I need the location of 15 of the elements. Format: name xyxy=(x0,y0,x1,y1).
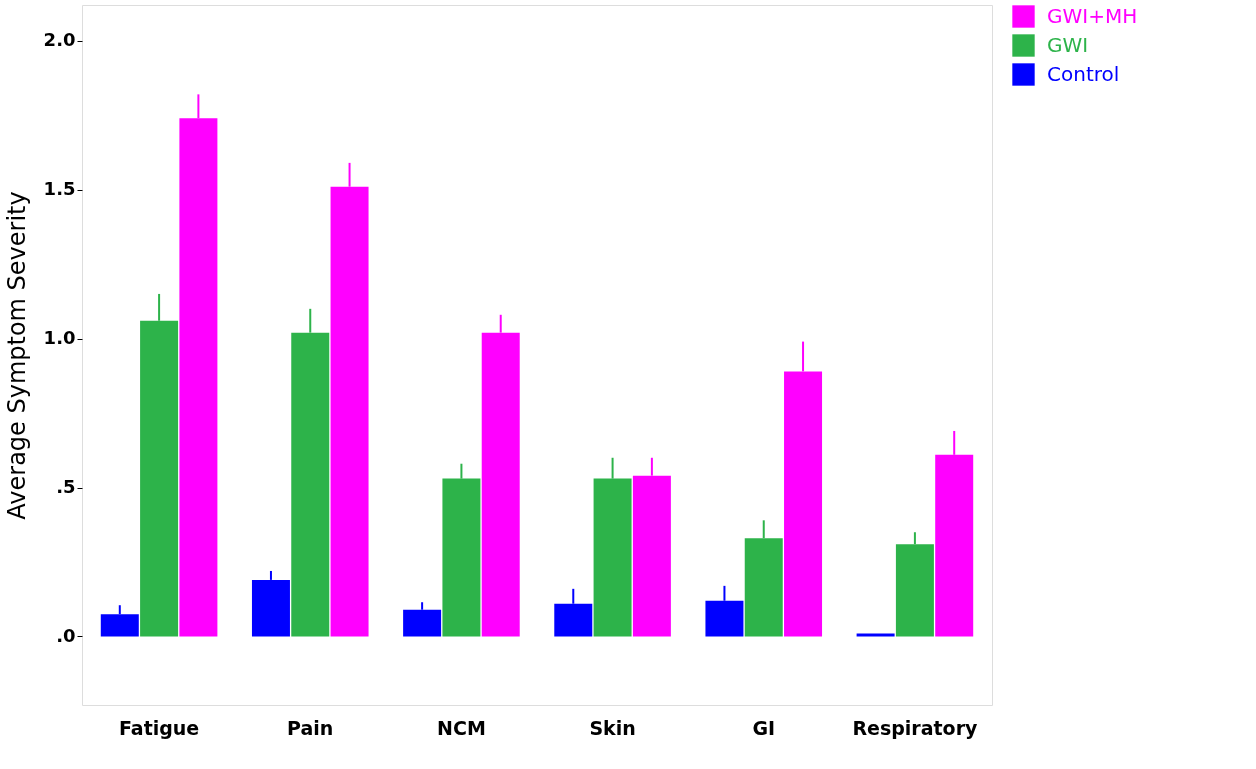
x-tick-label: NCM xyxy=(437,716,486,739)
legend-label: GWI xyxy=(1047,32,1089,57)
y-tick-label: 2.0 xyxy=(43,29,76,51)
y-tick-label: .0 xyxy=(56,624,76,646)
x-tick-label: Pain xyxy=(287,716,334,739)
y-tick-label: 1.5 xyxy=(43,178,76,200)
legend-label: GWI+MH xyxy=(1047,3,1138,28)
x-tick-label: Fatigue xyxy=(118,716,200,739)
x-tick-label: Respiratory xyxy=(852,716,979,739)
y-tick-label: 1.0 xyxy=(43,327,76,349)
legend-label: Control xyxy=(1047,61,1120,86)
x-tick-label: Skin xyxy=(589,716,636,739)
y-axis-title: Average Symptom Severity xyxy=(2,191,31,520)
x-tick-label: GI xyxy=(752,716,776,739)
y-tick-label: .5 xyxy=(56,476,76,498)
